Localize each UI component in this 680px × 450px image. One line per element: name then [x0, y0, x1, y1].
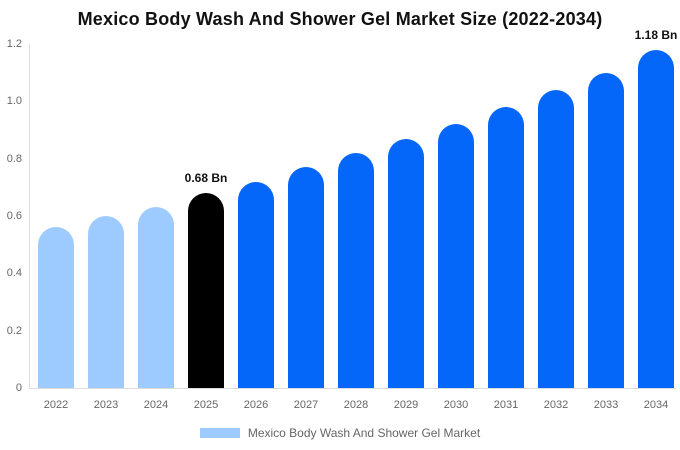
bar-2028 [338, 152, 374, 388]
chart-legend: Mexico Body Wash And Shower Gel Market [0, 426, 680, 440]
bar-2032 [538, 89, 574, 388]
bar-2030 [438, 124, 474, 388]
chart-title: Mexico Body Wash And Shower Gel Market S… [77, 9, 603, 29]
bar-2029 [388, 138, 424, 388]
bar-2022 [38, 227, 74, 388]
x-tick-label: 2026 [243, 399, 269, 411]
bar-annotation-2034: 1.18 Bn [634, 27, 678, 42]
x-tick-label: 2027 [293, 399, 319, 411]
y-tick-label: 0.4 [6, 267, 22, 280]
bar-2034 [638, 49, 674, 388]
x-tick-label: 2022 [43, 399, 69, 411]
bar-2024 [138, 207, 174, 388]
y-tick-label: 0.2 [6, 324, 22, 337]
bar-annotation-2025: 0.68 Bn [184, 171, 228, 186]
y-tick-label: 1.0 [6, 95, 22, 108]
y-tick-label: 0 [15, 382, 22, 394]
bar-2023 [88, 216, 124, 388]
legend-swatch [199, 428, 240, 438]
legend-label: Mexico Body Wash And Shower Gel Market [247, 426, 481, 440]
y-tick-label: 1.2 [6, 38, 22, 50]
x-tick-label: 2033 [593, 399, 619, 411]
bar-2026 [238, 181, 274, 388]
y-tick-label: 0.8 [6, 152, 22, 165]
x-tick-label: 2032 [543, 399, 569, 411]
y-axis-line [29, 44, 30, 389]
x-axis-line [29, 388, 676, 389]
y-tick-label: 0.6 [6, 210, 22, 222]
x-tick-label: 2029 [393, 399, 419, 411]
bar-2025 [188, 193, 224, 388]
legend-item: Mexico Body Wash And Shower Gel Market [199, 426, 481, 440]
bar-2027 [288, 167, 324, 388]
bar-2033 [588, 72, 624, 388]
x-tick-label: 2025 [193, 399, 219, 411]
bar-2031 [488, 107, 524, 388]
x-tick-label: 2030 [443, 399, 469, 411]
x-tick-label: 2034 [643, 399, 669, 411]
x-tick-label: 2023 [93, 399, 119, 411]
x-tick-label: 2028 [343, 399, 369, 411]
x-tick-label: 2024 [143, 399, 169, 411]
x-tick-label: 2031 [493, 399, 519, 411]
